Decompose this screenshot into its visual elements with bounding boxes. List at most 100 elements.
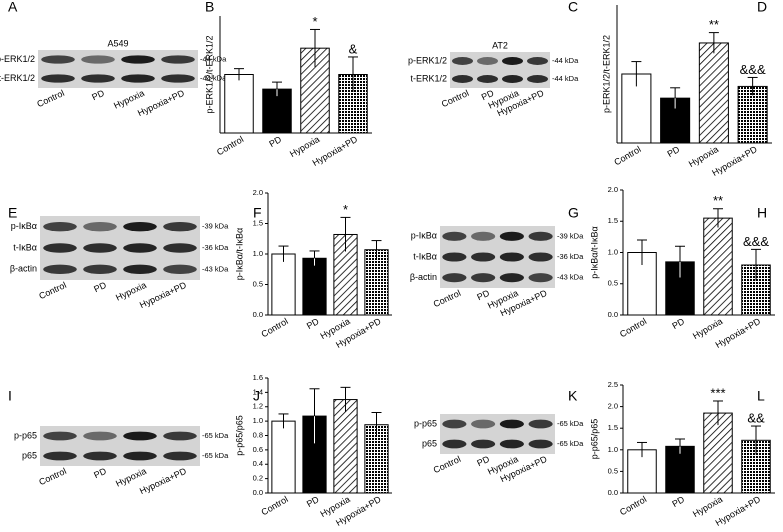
blot-size-label: -44 kDa [552,74,579,83]
blot-band [163,264,197,275]
blot-band [442,252,467,262]
bar [271,253,296,316]
y-tick-label: 0.4 [253,459,263,468]
blot-band [123,243,157,253]
blot-band [452,75,473,83]
error-bar [631,61,642,87]
blot-row-label: p-ERK1/2 [0,54,35,64]
blot-band [123,431,157,441]
x-tick-label: PD [305,494,321,509]
x-tick-label: PD [305,316,321,331]
blot-band [161,55,195,64]
blot-title: A549 [107,38,128,48]
y-tick-label: 2.5 [608,380,618,389]
blot-row-label: β-actin [10,264,37,274]
blot-band [527,57,548,65]
blot-band [499,231,524,241]
lane-label: Control [440,88,471,109]
x-tick-label: Control [260,494,290,517]
blot-band [123,451,157,461]
blot-size-label: -39 kDa [557,231,584,240]
lane-label: PD [475,454,491,469]
bar [364,249,389,316]
panel-letter: B [205,0,214,15]
bar [333,399,358,494]
blot-band [502,75,523,83]
blot-band [81,55,115,64]
y-tick-label: 0.0 [253,310,263,319]
error-bar [637,239,647,265]
lane-label: Control [432,454,463,475]
blot-band [41,74,75,83]
error-bar [309,250,320,266]
y-tick-label: 2.0 [608,402,618,411]
bar [665,445,695,494]
error-bar [340,216,351,252]
panel-letter: D [757,0,767,15]
blot-band [528,273,553,283]
bar [224,74,254,134]
y-axis-label: p-ERK1/2/t-ERK1/2 [204,35,214,113]
y-tick-label: 0.5 [608,466,618,475]
bar [741,264,771,316]
error-bar [309,388,320,444]
panel-letter: L [757,388,765,404]
error-bar [713,400,723,426]
blot-band [528,419,553,429]
lane-label: Control [432,288,463,309]
y-tick-label: 1.2 [253,402,263,411]
lane-label: PD [92,280,108,295]
blot-row-label: p-p65 [14,430,37,440]
y-tick-label: 0.6 [253,445,263,454]
significance-mark: ** [713,193,723,208]
blot-band [471,231,496,241]
significance-mark: && [747,410,765,425]
lane-label: PD [92,466,108,481]
blot-band [163,431,197,441]
lane-label: Control [37,466,68,487]
blot-band [442,419,467,429]
blot-band [442,273,467,283]
x-tick-label: Control [618,494,648,517]
panel-letter: E [8,205,17,221]
significance-mark: * [343,202,348,217]
blot-band [471,419,496,429]
blot-band [83,221,117,232]
y-tick-label: 0.8 [253,430,263,439]
blot-row-label: t-ERK1/2 [410,73,447,83]
error-bar [751,425,761,455]
blot-band [502,57,523,65]
blot-row-label: p-p65 [414,418,437,428]
y-tick-label: 1.5 [608,423,618,432]
blot-size-label: -65 kDa [202,451,229,460]
blot-row-label: p-IκBα [11,221,37,231]
lane-label: PD [90,88,106,103]
bar [698,42,729,144]
y-tick-label: 1.0 [608,247,618,256]
blot-size-label: -43 kDa [202,264,229,273]
y-axis-label: p-p65/p65 [589,419,599,460]
error-bar [713,208,723,228]
blot-band [452,57,473,65]
blot-band [43,243,77,253]
error-bar [747,76,758,96]
x-tick-label: PD [670,316,686,331]
blot-band [471,439,496,449]
blot-band [161,74,195,83]
error-bar [675,245,685,278]
panel-letter: G [568,205,579,221]
bar [627,449,657,494]
error-bar [278,413,289,429]
error-bar [670,87,681,109]
error-bar [371,240,382,259]
panel-letter: A [8,0,18,15]
blot-size-label: -65 kDa [202,431,229,440]
blot-row-label: p65 [422,438,437,448]
blot-band [121,74,155,83]
y-axis-label: p-p65/p65 [234,415,244,456]
panel-letter: F [253,205,262,221]
blot-size-label: -36 kDa [557,252,584,261]
y-tick-label: 0.5 [253,279,263,288]
error-bar [310,28,320,67]
significance-mark: * [312,14,317,29]
